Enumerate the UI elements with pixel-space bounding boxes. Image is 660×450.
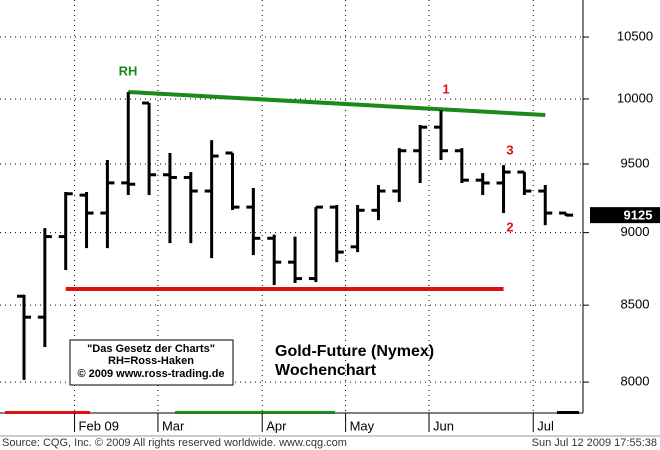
last-price-label: 9125 xyxy=(624,208,653,223)
x-tick-label: May xyxy=(350,418,375,433)
note-line: © 2009 www.ross-trading.de xyxy=(77,368,224,380)
timestamp: Sun Jul 12 2009 17:55:38 xyxy=(532,437,657,449)
y-tick-label: 10000 xyxy=(617,90,653,105)
x-tick-label: Jun xyxy=(433,418,454,433)
y-tick-label: 9000 xyxy=(621,224,650,239)
annotation: RH xyxy=(119,63,138,78)
x-tick-label: Jul xyxy=(537,418,554,433)
chart-title: Gold-Future (Nymex) xyxy=(275,343,434,360)
annotation: 2 xyxy=(506,219,513,234)
note-box xyxy=(69,339,234,386)
y-tick-label: 9500 xyxy=(621,155,650,170)
annotation: 1 xyxy=(442,81,449,96)
x-tick-label: Apr xyxy=(266,418,287,433)
chart-subtitle: Wochenchart xyxy=(275,362,377,379)
y-tick-label: 10500 xyxy=(617,28,653,43)
y-tick-label: 8500 xyxy=(621,297,650,312)
axis-band xyxy=(5,411,90,414)
last-price-box xyxy=(590,207,660,224)
source: Source: CQG, Inc. © 2009 All rights rese… xyxy=(2,437,347,449)
annotation: 3 xyxy=(506,142,513,157)
x-tick-label: Mar xyxy=(162,418,185,433)
axis-band xyxy=(175,411,335,414)
note-line: RH=Ross-Haken xyxy=(108,355,194,367)
trendline xyxy=(128,89,546,118)
y-tick-label: 8000 xyxy=(621,374,650,389)
note-line: "Das Gesetz der Charts" xyxy=(87,343,215,355)
x-tick-label: Feb 09 xyxy=(79,418,119,433)
axis-band xyxy=(557,411,579,414)
